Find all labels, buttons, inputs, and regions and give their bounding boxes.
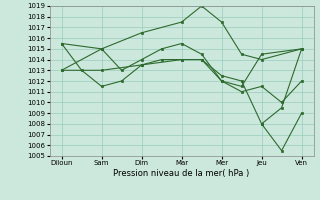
X-axis label: Pression niveau de la mer( hPa ): Pression niveau de la mer( hPa ) bbox=[114, 169, 250, 178]
